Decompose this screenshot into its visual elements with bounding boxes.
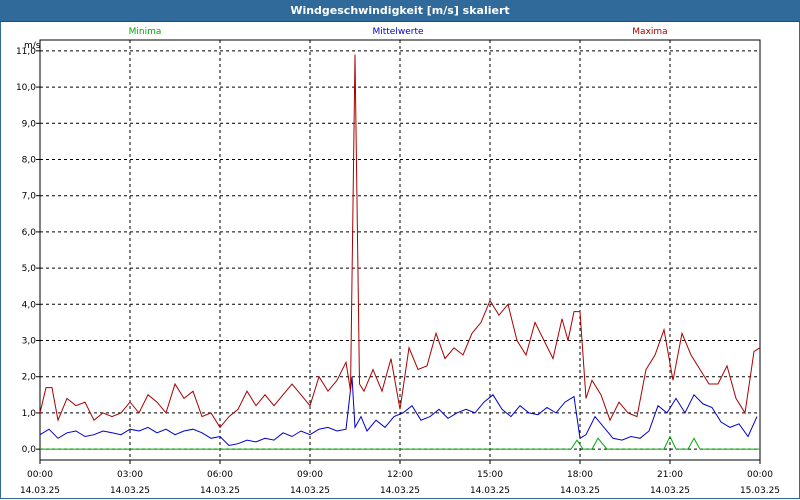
y-tick-label: 6,0 — [22, 228, 37, 238]
x-tick-time-label: 09:00 — [297, 470, 323, 480]
chart-title: Windgeschwindigkeit [m/s] skaliert — [290, 4, 510, 17]
legend-minima: Minima — [129, 27, 162, 37]
x-tick-time-label: 00:00 — [27, 470, 53, 480]
series-layer — [39, 54, 761, 450]
x-tick-date-label: 14.03.25 — [20, 486, 60, 496]
x-tick-time-label: 00:00 — [747, 470, 773, 480]
y-tick-label: 4,0 — [22, 300, 37, 310]
x-tick-date-label: 14.03.25 — [290, 486, 330, 496]
legend-maxima: Maxima — [632, 27, 667, 37]
series-line-maxima — [39, 54, 761, 429]
x-tick-date-label: 14.03.25 — [110, 486, 150, 496]
x-tick-date-label: 14.03.25 — [380, 486, 420, 496]
x-tick-time-label: 06:00 — [207, 470, 233, 480]
y-tick-label: 2,0 — [22, 373, 37, 383]
axis-layer: 0,0 1,0 2,0 3,0 4,0 5,0 6,0 7,0 8,0 9,0 10,0 11,0 00… — [16, 39, 780, 496]
legend-mittelwerte: Mittelwerte — [372, 27, 423, 37]
x-tick-date-label: 15.03.25 — [740, 486, 780, 496]
x-tick-time-label: 12:00 — [387, 470, 413, 480]
y-tick-label: 9,0 — [22, 119, 37, 129]
y-tick-label: 7,0 — [22, 192, 37, 202]
y-tick-label: 10,0 — [16, 83, 36, 93]
y-tick-label: 11,0 — [16, 47, 36, 57]
y-tick-label: 1,0 — [22, 409, 37, 419]
y-tick-label: 5,0 — [22, 264, 37, 274]
y-tick-label: 0,0 — [22, 445, 37, 455]
x-tick-time-label: 18:00 — [567, 470, 593, 480]
x-tick-time-label: 21:00 — [657, 470, 683, 480]
chart-title-bar: Windgeschwindigkeit [m/s] skaliert — [0, 0, 800, 22]
x-tick-date-label: 14.03.25 — [200, 486, 240, 496]
series-line-minima — [40, 435, 760, 450]
grid-layer — [39, 40, 761, 460]
x-tick-date-label: 14.03.25 — [560, 486, 600, 496]
y-tick-label: 8,0 — [22, 155, 37, 165]
x-tick-date-label: 14.03.25 — [470, 486, 510, 496]
series-line-mittelwerte — [39, 376, 758, 447]
x-tick-time-label: 15:00 — [477, 470, 503, 480]
y-axis-unit-label: m/s — [24, 41, 41, 51]
x-tick-time-label: 03:00 — [117, 470, 143, 480]
x-tick-date-label: 14.03.25 — [650, 486, 690, 496]
legend-layer: Minima Mittelwerte Maxima — [129, 27, 668, 37]
y-tick-label: 3,0 — [22, 337, 37, 347]
